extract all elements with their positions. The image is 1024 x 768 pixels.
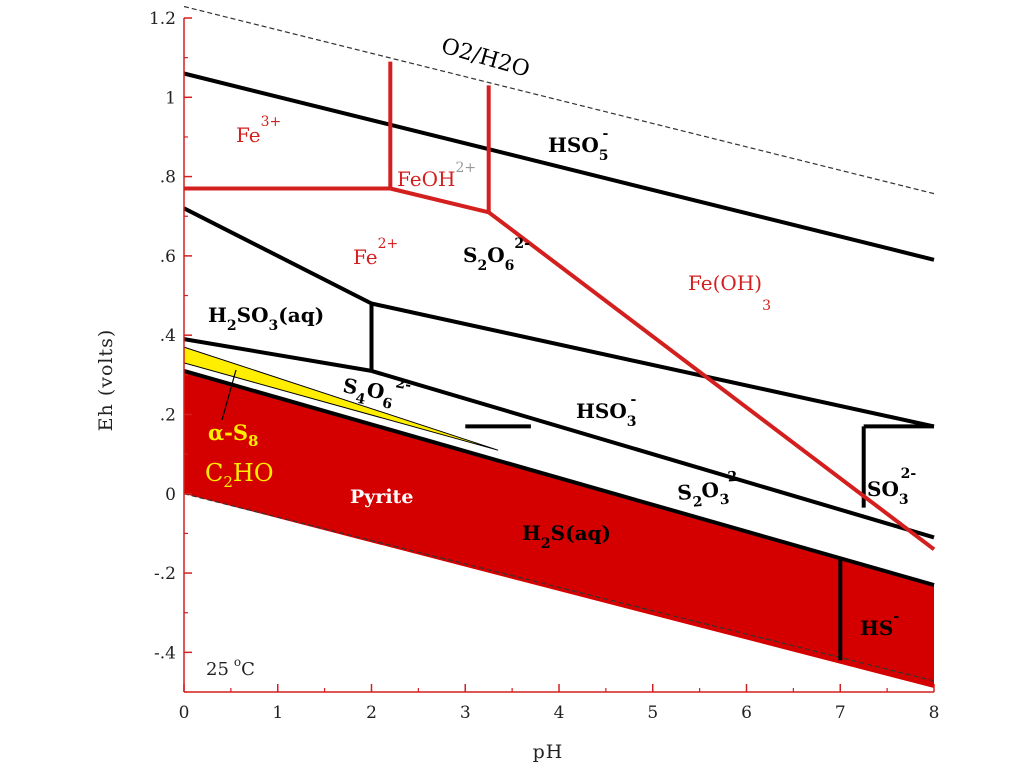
water-upper-label: O2/H2O: [438, 34, 532, 83]
label-hso5: HSO5-: [548, 126, 609, 164]
y-tick-label: 1.2: [149, 9, 176, 29]
water-lower-line: [183, 493, 935, 682]
label-feoh3: Fe(OH)3: [688, 271, 771, 314]
y-tick-label: .2: [160, 405, 176, 425]
iron-boundary-4: [487, 210, 936, 551]
alpha-s8-pointer: [221, 369, 237, 421]
axis-ticks: 0 1 2 3 4 5 6 7 8 -.4 -.2 0 .2 .4 .6 .8 1 1.2: [149, 9, 939, 723]
pyrite-region: [184, 370, 934, 688]
x-tick-label: 6: [741, 703, 752, 723]
y-tick-label: .8: [160, 168, 176, 188]
water-upper-line: [183, 5, 935, 195]
label-s4o6: S4O62-: [340, 366, 413, 415]
sulfur-boundary-0: [183, 71, 935, 262]
x-tick-label: 8: [929, 703, 940, 723]
y-tick-label: 1: [165, 88, 176, 108]
sulfur-boundaries: [183, 71, 935, 661]
x-tick-label: 5: [647, 703, 658, 723]
temperature-annotation: 25 oC: [206, 655, 255, 680]
label-feoh: FeOH2+: [397, 160, 476, 191]
label-so3: SO32-: [867, 466, 916, 508]
label-fe2: Fe2+: [353, 236, 398, 269]
sulfur-boundary-3: [183, 337, 372, 373]
label-alpha-s8: α-S8: [208, 420, 258, 450]
label-s2o6: S2O62-: [463, 236, 530, 274]
y-tick-label: .6: [160, 247, 176, 267]
label-pyrite: Pyrite: [350, 486, 413, 508]
y-tick-label: -.4: [154, 643, 176, 663]
y-tick-label: .4: [160, 326, 176, 346]
sulfur-boundary-8: [183, 368, 935, 587]
label-hs: HS-: [860, 609, 899, 640]
x-tick-label: 3: [460, 703, 471, 723]
label-s2o3: S2O32: [676, 469, 740, 512]
label-fe3: Fe3+: [236, 114, 281, 147]
label-h2s: H2S(aq): [522, 521, 611, 552]
x-tick-label: 2: [366, 703, 377, 723]
label-c2ho: C2HO: [205, 459, 274, 491]
sulfur-boundary-4: [370, 368, 935, 540]
label-h2so3: H2SO3(aq): [208, 303, 324, 334]
x-tick-label: 7: [835, 703, 846, 723]
label-hso3: HSO3-: [576, 392, 637, 430]
x-tick-label: 4: [554, 703, 565, 723]
y-tick-label: 0: [165, 485, 176, 505]
iron-boundaries: [184, 61, 936, 551]
y-tick-label: -.2: [154, 564, 176, 584]
x-axis-label: pH: [533, 741, 564, 763]
y-axis-label: Eh (volts): [95, 329, 117, 432]
iron-boundary-2: [389, 186, 490, 215]
x-tick-label: 1: [272, 703, 283, 723]
x-tick-label: 0: [179, 703, 190, 723]
